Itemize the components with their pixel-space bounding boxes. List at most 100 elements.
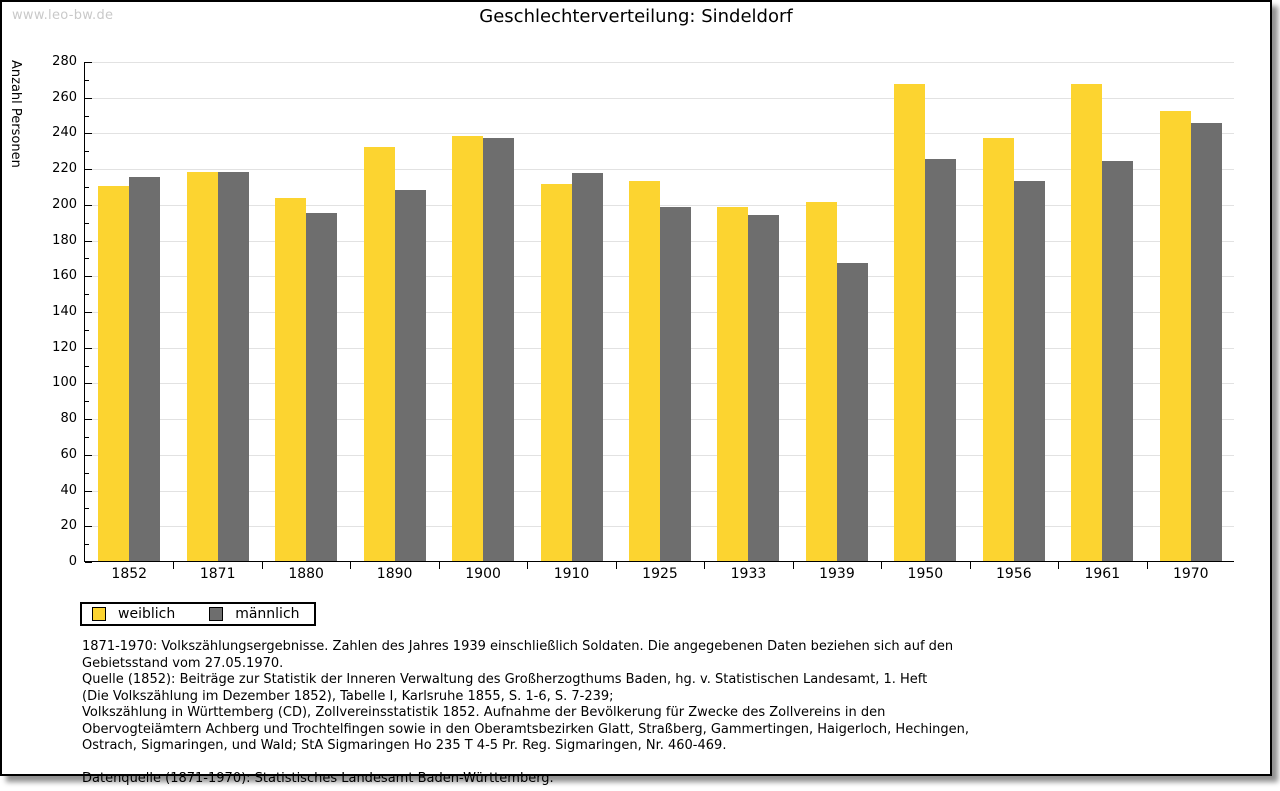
y-axis-major-tick: [85, 312, 92, 313]
y-axis-major-tick: [85, 419, 92, 421]
source-note-line: Volkszählung in Württemberg (CD), Zollve…: [82, 705, 886, 720]
x-axis-label-1900: 1900: [465, 566, 501, 582]
y-axis-minor-tick: [85, 437, 89, 438]
bar-weiblich-1950: [894, 84, 925, 561]
watermark-text: www.leo-bw.de: [12, 8, 114, 23]
gridline: [85, 133, 1234, 135]
x-axis-tick: [704, 562, 705, 569]
bar-männlich-1939: [837, 263, 868, 561]
y-axis-major-tick: [85, 276, 92, 278]
y-axis-tick-label: 100: [52, 375, 77, 391]
x-axis-tick: [793, 562, 794, 569]
x-axis-tick: [173, 562, 174, 569]
legend-item-weiblich: weiblich: [92, 606, 175, 622]
y-axis-minor-tick: [85, 472, 89, 474]
bar-weiblich-1961: [1071, 84, 1102, 561]
x-axis-tick: [262, 562, 263, 569]
bar-weiblich-1880: [275, 198, 306, 561]
x-axis-label-1970: 1970: [1172, 566, 1209, 582]
x-axis-tick: [527, 562, 528, 569]
y-axis-tick-label: 80: [60, 411, 77, 427]
y-axis-tick-label: 40: [60, 482, 77, 498]
y-axis-minor-tick: [85, 544, 89, 546]
gridline: [85, 169, 1234, 171]
y-axis-minor-tick: [85, 151, 89, 153]
x-axis-label-1925: 1925: [642, 566, 678, 582]
legend-label-weiblich: weiblich: [118, 606, 176, 622]
bar-männlich-1900: [483, 138, 514, 561]
source-note-line: (Die Volkszählung im Dezember 1852), Tab…: [82, 688, 614, 704]
y-axis-major-tick: [85, 204, 92, 206]
y-axis-major-tick: [85, 347, 92, 349]
y-axis-tick-label: 160: [52, 268, 77, 284]
y-axis-tick-label: 180: [52, 232, 77, 248]
y-axis-major-tick: [85, 133, 92, 135]
y-axis-tick-label: 240: [52, 125, 77, 141]
bar-männlich-1950: [925, 159, 956, 561]
y-axis-tick-label: 280: [52, 54, 77, 69]
bar-männlich-1925: [660, 207, 691, 561]
bar-männlich-1956: [1014, 181, 1045, 561]
source-note-line: 1871-1970: Volkszählungsergebnisse. Zahl…: [82, 639, 954, 654]
bar-männlich-1933: [748, 215, 779, 561]
bar-männlich-1961: [1102, 161, 1133, 561]
bar-weiblich-1956: [983, 138, 1014, 561]
source-note-line: Gebietsstand vom 27.05.1970.: [82, 655, 284, 671]
x-axis-tick: [1147, 562, 1148, 569]
y-axis-tick-label: 220: [52, 161, 77, 177]
männlich-color-swatch: [209, 607, 224, 621]
x-axis-tick: [616, 562, 617, 569]
x-axis-label-1852: 1852: [111, 566, 148, 582]
x-axis-label-1933: 1933: [730, 566, 767, 582]
y-axis-major-tick: [85, 562, 92, 563]
y-axis-tick-label: 260: [52, 89, 77, 105]
y-axis-minor-tick: [85, 115, 89, 117]
y-axis-label: Anzahl Personen: [8, 60, 23, 168]
x-axis-tick: [881, 562, 882, 569]
bar-weiblich-1925: [629, 181, 660, 561]
y-axis-minor-tick: [85, 329, 89, 331]
bar-weiblich-1933: [717, 207, 748, 561]
y-axis-major-tick: [85, 169, 92, 171]
legend-label-männlich: männlich: [235, 606, 300, 622]
y-axis-major-tick: [85, 526, 92, 528]
x-axis-label-1956: 1956: [996, 566, 1032, 582]
x-axis-label-1950: 1950: [907, 566, 944, 582]
bar-weiblich-1939: [806, 202, 837, 561]
y-axis-minor-tick: [85, 508, 89, 510]
x-axis-label-1961: 1961: [1084, 566, 1121, 582]
weiblich-color-swatch: [92, 607, 106, 621]
bar-weiblich-1970: [1160, 111, 1191, 561]
footnotes: 1871-1970: Volkszählungsergebnisse. Zahl…: [82, 639, 969, 787]
y-axis-tick-label: 120: [52, 339, 77, 355]
y-axis-minor-tick: [85, 79, 89, 81]
y-axis-tick-label: 20: [60, 518, 77, 534]
y-axis-major-tick: [85, 97, 92, 99]
gridline: [85, 62, 1234, 63]
y-axis-minor-tick: [85, 258, 89, 260]
bar-männlich-1910: [572, 173, 603, 561]
y-axis-tick-label: 0: [68, 554, 77, 569]
y-axis-minor-tick: [85, 222, 89, 224]
y-axis-major-tick: [85, 240, 92, 242]
source-note-line: Quelle (1852): Beiträge zur Statistik de…: [82, 672, 928, 687]
plot-area: 0 20 40 60 80 100 120 140 160 180 200 220 240 260 280 1…: [52, 55, 1234, 582]
x-axis-tick: [1058, 562, 1059, 569]
chart-title: Geschlechterverteilung: Sindeldorf: [479, 6, 793, 27]
y-axis-major-tick: [85, 383, 92, 385]
y-axis-major-tick: [85, 454, 92, 456]
y-axis-major-tick: [85, 490, 92, 492]
data-source-note: Datenquelle (1871-1970): Statistisches L…: [82, 770, 554, 786]
bar-männlich-1970: [1191, 123, 1222, 561]
x-axis-label-1871: 1871: [199, 566, 236, 582]
bar-weiblich-1890: [364, 147, 395, 561]
y-axis-tick-label: 60: [60, 446, 77, 462]
x-axis-tick: [439, 562, 440, 569]
legend-item-männlich: männlich: [209, 606, 300, 622]
y-axis-major-tick: [85, 62, 92, 63]
bar-weiblich-1910: [541, 184, 572, 561]
bar-weiblich-1871: [187, 172, 218, 561]
x-axis-label-1910: 1910: [553, 566, 590, 582]
x-axis-label-1890: 1890: [376, 566, 413, 582]
y-axis-minor-tick: [85, 187, 89, 188]
